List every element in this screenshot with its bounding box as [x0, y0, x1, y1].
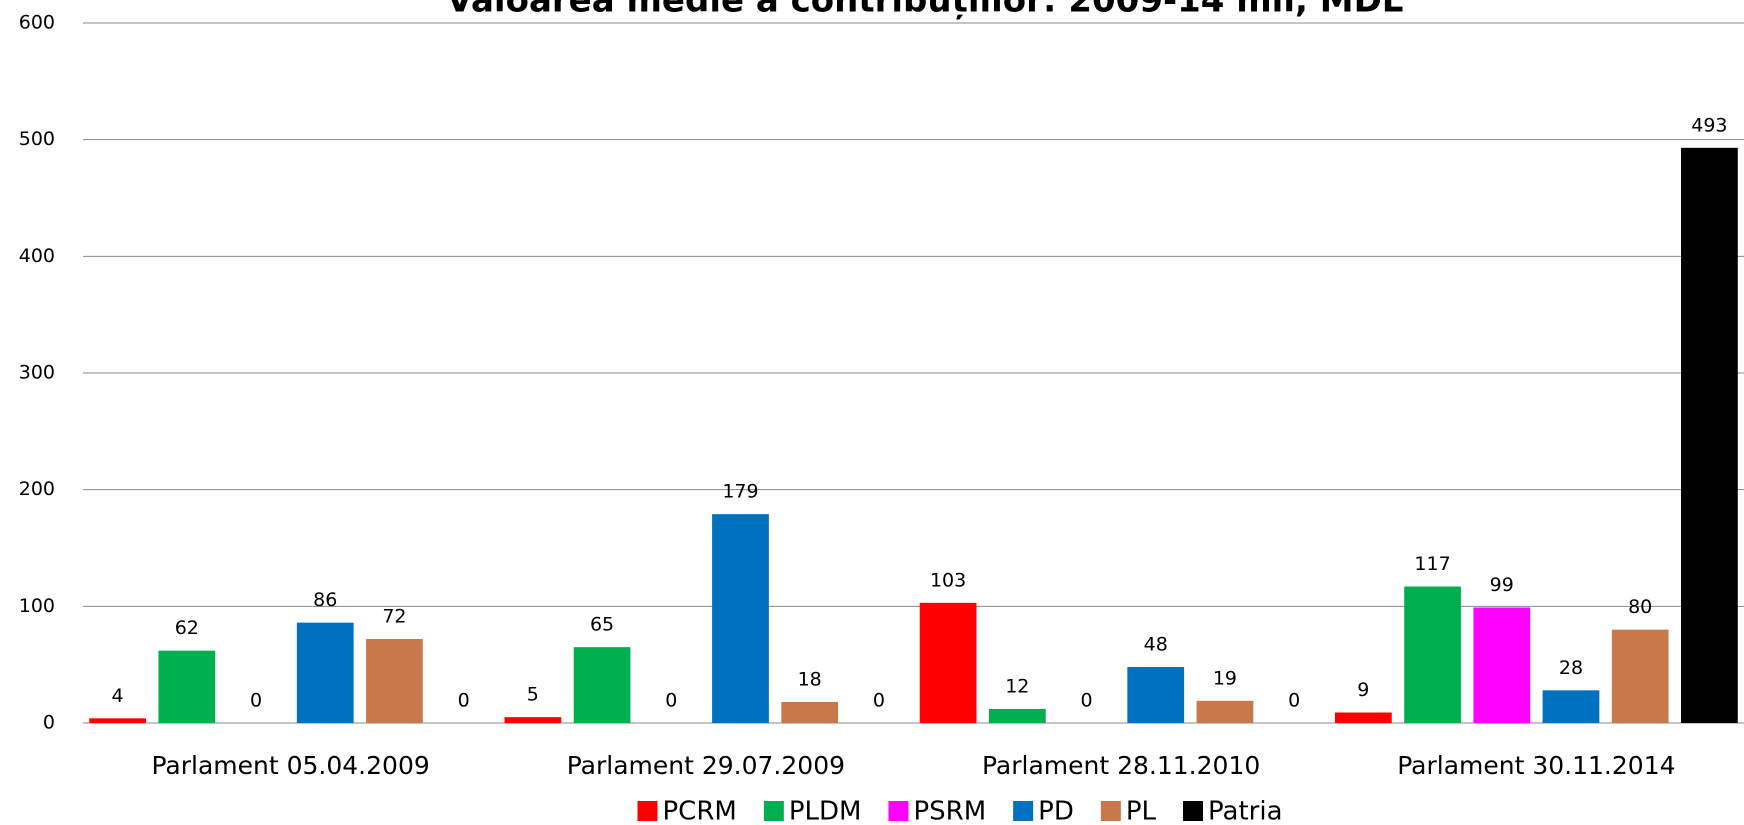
data-label: 62: [175, 617, 199, 639]
x-tick-label: Parlament 29.07.2009: [567, 751, 845, 780]
bar: [781, 702, 839, 723]
x-tick-label: Parlament 28.11.2010: [982, 751, 1260, 780]
data-label: 99: [1490, 574, 1514, 596]
y-tick-label: 0: [43, 712, 55, 734]
data-label: 0: [458, 690, 470, 712]
legend-swatch: [888, 801, 909, 821]
bar: [573, 647, 631, 723]
bar: [366, 639, 423, 723]
chart-title: Valoarea medie a contribuțiilor: 2009-14…: [447, 0, 1404, 21]
data-label: 0: [665, 690, 677, 712]
data-label: 179: [722, 481, 758, 503]
x-tick-label: Parlament 30.11.2014: [1397, 751, 1675, 780]
bar: [296, 622, 354, 723]
data-label: 0: [1288, 690, 1300, 712]
data-label: 103: [930, 569, 966, 591]
data-label: 117: [1414, 553, 1450, 575]
data-label: 86: [313, 589, 337, 611]
legend-swatch: [637, 801, 658, 821]
bar: [712, 514, 769, 723]
bar: [1542, 690, 1600, 723]
data-label: 0: [1080, 690, 1092, 712]
legend-label: PLDM: [789, 797, 862, 825]
data-label: 493: [1691, 114, 1727, 136]
legend-label: PCRM: [662, 797, 736, 825]
y-tick-label: 200: [19, 478, 55, 500]
data-label: 12: [1005, 676, 1029, 698]
x-tick-label: Parlament 05.04.2009: [151, 751, 429, 780]
bar: [1611, 629, 1669, 723]
bar: [919, 602, 977, 723]
data-label: 48: [1144, 634, 1168, 656]
legend-label: PD: [1038, 797, 1074, 825]
data-label: 5: [527, 684, 539, 706]
legend-label: PSRM: [913, 797, 986, 825]
data-label: 72: [382, 606, 406, 628]
legend-swatch: [1013, 801, 1034, 821]
bar: [988, 709, 1046, 723]
data-label: 4: [112, 685, 124, 707]
y-tick-label: 600: [19, 12, 55, 34]
legend-label: PL: [1126, 797, 1157, 825]
y-tick-label: 400: [19, 245, 55, 267]
legend-swatch: [763, 801, 784, 821]
bar: [158, 650, 216, 723]
y-tick-label: 100: [19, 595, 55, 617]
bar: [504, 717, 562, 723]
bar: [1473, 607, 1531, 723]
data-label: 0: [250, 690, 262, 712]
data-label: 19: [1213, 667, 1237, 689]
bar: [1404, 586, 1461, 723]
legend-swatch: [1100, 801, 1121, 821]
legend-swatch: [1183, 801, 1204, 821]
y-tick-label: 500: [19, 128, 55, 150]
bar: [1681, 147, 1738, 724]
bar: [1127, 667, 1185, 723]
legend-label: Patria: [1208, 797, 1282, 825]
bar: [1334, 712, 1392, 723]
data-label: 9: [1357, 679, 1369, 701]
data-label: 0: [873, 690, 885, 712]
bar: [1196, 700, 1254, 723]
data-label: 65: [590, 614, 614, 636]
bar: [89, 718, 146, 723]
data-label: 28: [1559, 657, 1583, 679]
data-label: 80: [1628, 596, 1652, 618]
data-label: 18: [798, 669, 822, 691]
y-tick-label: 300: [19, 362, 55, 384]
